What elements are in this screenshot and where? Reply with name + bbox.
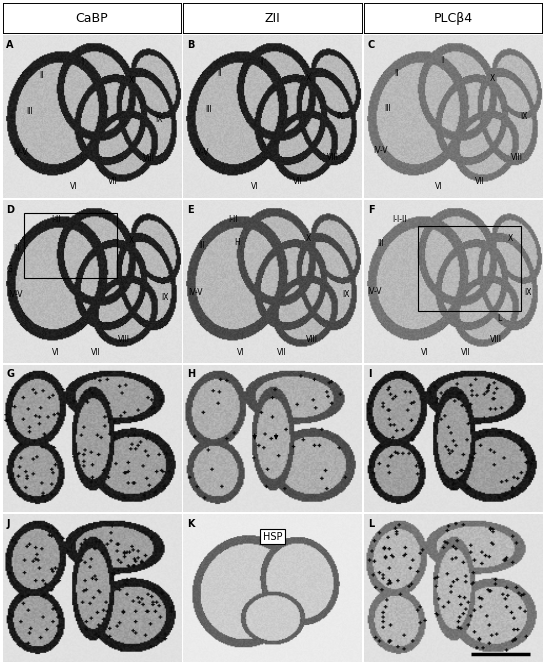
Text: I: I bbox=[368, 369, 371, 379]
Text: E: E bbox=[187, 205, 193, 215]
Text: X: X bbox=[507, 234, 513, 243]
Text: X: X bbox=[306, 234, 311, 243]
Text: D: D bbox=[7, 205, 14, 215]
Text: G: G bbox=[7, 265, 13, 275]
Text: II: II bbox=[394, 69, 398, 78]
Text: IX: IX bbox=[156, 115, 163, 124]
Text: III: III bbox=[14, 244, 20, 253]
Text: III: III bbox=[205, 105, 212, 114]
Text: III: III bbox=[26, 107, 33, 116]
Text: IX: IX bbox=[336, 112, 344, 121]
Text: VII: VII bbox=[108, 177, 118, 186]
Text: VII: VII bbox=[293, 177, 302, 186]
Text: G: G bbox=[7, 369, 14, 379]
Text: VIII: VIII bbox=[306, 335, 318, 344]
Text: IV-V: IV-V bbox=[368, 287, 382, 295]
Bar bbox=[24, 213, 117, 278]
Text: IV-V: IV-V bbox=[189, 288, 203, 297]
Text: I: I bbox=[82, 58, 84, 67]
Text: X: X bbox=[306, 74, 311, 83]
Text: J: J bbox=[7, 519, 10, 529]
Text: VI: VI bbox=[237, 348, 244, 358]
Text: H: H bbox=[234, 237, 240, 247]
Text: VI: VI bbox=[52, 348, 60, 358]
Text: L: L bbox=[368, 519, 374, 529]
Text: X: X bbox=[490, 74, 495, 83]
Text: IV-V: IV-V bbox=[194, 148, 209, 157]
Bar bbox=[417, 226, 521, 311]
Text: A: A bbox=[7, 40, 14, 50]
Text: VII: VII bbox=[461, 348, 470, 358]
Text: III: III bbox=[377, 239, 384, 248]
Text: VIII: VIII bbox=[327, 152, 339, 162]
Text: VI: VI bbox=[435, 182, 443, 191]
Text: HSP: HSP bbox=[263, 532, 282, 542]
Text: VI: VI bbox=[70, 182, 78, 191]
Text: VIII: VIII bbox=[511, 152, 523, 162]
Text: VII: VII bbox=[475, 177, 485, 186]
Text: IX: IX bbox=[161, 293, 168, 302]
Text: C: C bbox=[368, 40, 375, 50]
Text: IX: IX bbox=[524, 288, 532, 297]
Text: IV-V: IV-V bbox=[13, 148, 28, 157]
Text: II: II bbox=[40, 71, 44, 80]
Text: VI: VI bbox=[251, 182, 258, 191]
Text: VIII: VIII bbox=[143, 154, 155, 163]
Text: VII: VII bbox=[276, 348, 286, 358]
Text: ZII: ZII bbox=[265, 11, 280, 25]
Text: IV-V: IV-V bbox=[373, 146, 387, 155]
Text: CaBP: CaBP bbox=[75, 11, 108, 25]
Text: H: H bbox=[187, 369, 195, 379]
Text: IX: IX bbox=[520, 112, 528, 121]
Text: I-II: I-II bbox=[51, 215, 61, 224]
Text: I: I bbox=[261, 58, 263, 67]
Text: IV-V: IV-V bbox=[8, 290, 22, 299]
Text: X: X bbox=[128, 236, 134, 245]
Text: I-II: I-II bbox=[228, 215, 238, 224]
Text: F: F bbox=[368, 205, 374, 215]
Text: VIII: VIII bbox=[490, 335, 502, 344]
Text: X: X bbox=[128, 76, 134, 85]
Text: I: I bbox=[441, 57, 444, 65]
Text: VI: VI bbox=[421, 348, 428, 358]
Text: PLCβ4: PLCβ4 bbox=[434, 11, 473, 25]
Text: III: III bbox=[384, 104, 391, 112]
Text: II: II bbox=[217, 69, 221, 78]
Text: K: K bbox=[187, 519, 195, 529]
Text: VIII: VIII bbox=[118, 335, 130, 344]
Text: IX: IX bbox=[342, 290, 349, 299]
Text: B: B bbox=[187, 40, 195, 50]
Text: I-I-II: I-I-II bbox=[392, 215, 407, 224]
Text: L: L bbox=[498, 315, 501, 323]
Text: III: III bbox=[198, 241, 204, 250]
Text: VII: VII bbox=[90, 348, 100, 358]
